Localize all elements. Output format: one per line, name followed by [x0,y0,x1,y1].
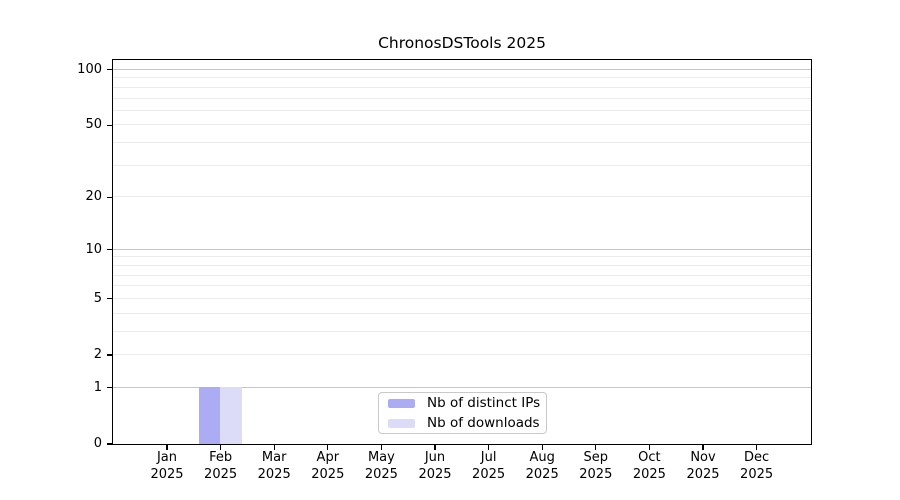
y-tick-label: 1 [93,379,102,395]
bars-layer [113,60,811,444]
legend-swatch-distinct-ips [388,398,415,408]
legend: Nb of distinct IPs Nb of downloads [378,392,547,434]
y-tick-label: 0 [93,436,102,451]
y-tick-mark [107,124,112,126]
x-tick-mark [380,445,383,450]
y-tick-mark [107,248,112,251]
y-tick-mark [107,387,112,389]
x-tick-label: Mar 2025 [257,450,291,482]
x-tick-label: Feb 2025 [204,450,238,482]
x-tick-mark [273,445,275,450]
grid-line-minor [112,256,811,258]
y-tick-label: 5 [93,290,102,306]
plot-area [111,58,812,445]
y-tick-label: 100 [77,61,102,77]
bar-downloads-feb [220,387,242,444]
legend-swatch-downloads [388,418,415,428]
grid-line-minor [112,109,811,111]
grid-line-minor [112,265,811,267]
chart-title: ChronosDSTools 2025 [378,34,546,52]
grid-line-major [112,69,811,70]
x-tick-label: Jan 2025 [150,450,184,482]
y-tick-mark [107,298,112,300]
y-tick-mark [107,443,112,445]
x-tick-mark [487,445,490,450]
x-tick-label: Dec 2025 [740,450,774,482]
grid-line-minor [112,330,811,332]
bar-distinct-ips-feb [198,387,221,444]
grid-line-minor [112,164,811,166]
y-tick-label: 50 [85,117,102,133]
grid-line-minor [112,354,811,356]
x-tick-mark [219,445,222,450]
x-tick-mark [595,445,597,450]
grid-line-minor [112,142,811,144]
x-tick-label: Aug 2025 [525,450,559,482]
legend-label-downloads: Nb of downloads [427,415,540,431]
grid-line-major [112,386,811,388]
grid-line-minor [112,285,811,287]
x-tick-label: Jun 2025 [418,450,452,482]
grid-line-minor [112,77,811,79]
grid-line-major [112,248,811,250]
grid-line-minor [112,274,811,276]
y-tick-mark [107,196,112,198]
y-tick-label: 2 [93,346,102,362]
x-tick-label: Jul 2025 [472,450,506,482]
grid-line-minor [112,124,811,126]
grid-line-minor [112,86,811,88]
x-tick-mark [648,445,651,450]
y-tick-label: 10 [85,241,102,257]
x-tick-mark [702,445,704,450]
y-tick-label: 20 [85,189,102,205]
grid-line-minor [112,297,811,299]
gridlines-layer [112,60,811,444]
x-tick-mark [166,445,168,450]
grid-line-minor [112,196,811,198]
x-tick-label: Nov 2025 [686,450,720,482]
y-tick-mark [107,354,112,356]
x-tick-mark [327,445,329,450]
y-tick-mark [107,69,112,71]
legend-label-distinct-ips: Nb of distinct IPs [427,395,541,411]
legend-item-distinct-ips: Nb of distinct IPs [388,394,546,412]
grid-line-minor [112,312,811,314]
x-tick-label: Oct 2025 [632,450,666,482]
x-tick-mark [434,445,436,450]
grid-line-minor [112,97,811,99]
x-tick-mark [755,445,758,450]
legend-item-downloads: Nb of downloads [388,414,546,432]
x-tick-mark [541,445,543,450]
x-tick-label: May 2025 [364,450,398,482]
x-tick-label: Sep 2025 [579,450,613,482]
x-tick-label: Apr 2025 [311,450,345,482]
